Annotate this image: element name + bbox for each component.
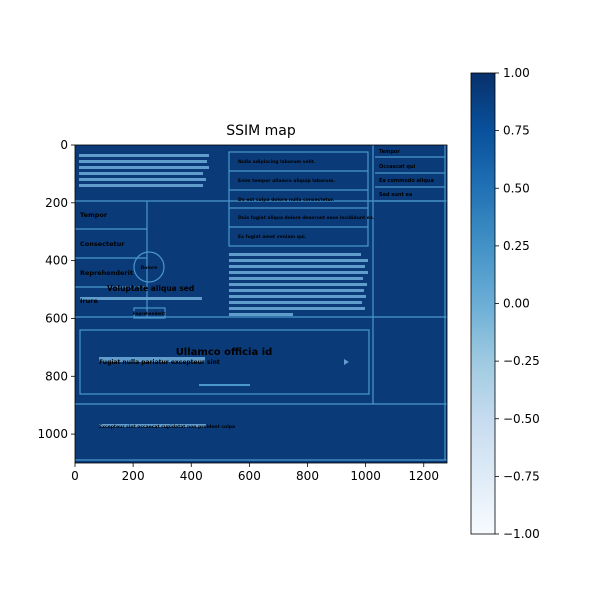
y-tick-label: 0 bbox=[60, 138, 68, 152]
embedded-heading: Ullamco officia id bbox=[176, 347, 273, 358]
x-axis: 0 200 400 600 800 1000 1200 bbox=[71, 463, 439, 483]
x-tick-label: 1200 bbox=[408, 469, 439, 483]
y-axis: 0 200 400 600 800 1000 bbox=[37, 138, 75, 441]
embedded-left-label: Irure bbox=[80, 297, 98, 305]
y-tick-label: 400 bbox=[45, 254, 68, 268]
colorbar-tick-label: −0.50 bbox=[503, 412, 540, 426]
text-block bbox=[229, 283, 367, 286]
text-block bbox=[99, 424, 206, 427]
colorbar-tick-label: −0.25 bbox=[503, 354, 540, 368]
y-tick-label: 1000 bbox=[37, 427, 68, 441]
colorbar-tick-label: 0.50 bbox=[503, 181, 530, 195]
text-block bbox=[229, 271, 368, 274]
y-tick-label: 600 bbox=[45, 311, 68, 325]
heatmap-embedded-labels: Ullamco officia id Tempor Consectetur Re… bbox=[80, 149, 434, 430]
text-block bbox=[229, 295, 366, 298]
text-block bbox=[79, 184, 203, 187]
text-block bbox=[79, 172, 203, 175]
y-tick-label: 200 bbox=[45, 196, 68, 210]
colorbar-tick-label: 0.75 bbox=[503, 124, 530, 138]
embedded-left-label: Reprehenderit bbox=[80, 269, 133, 277]
heatmap-structure bbox=[75, 145, 447, 461]
text-block bbox=[79, 178, 206, 181]
x-tick-label: 600 bbox=[238, 469, 261, 483]
embedded-row-label: Ex fugiat amet veniam qui. bbox=[238, 234, 307, 240]
embedded-row-label: Nulla adipiscing laborum velit. bbox=[238, 159, 316, 165]
y-tick-label: 800 bbox=[45, 369, 68, 383]
text-block bbox=[99, 357, 205, 362]
x-tick-label: 400 bbox=[180, 469, 203, 483]
structure-circle bbox=[133, 251, 165, 283]
x-tick-label: 800 bbox=[296, 469, 319, 483]
text-block bbox=[229, 307, 365, 310]
colorbar-tick-label: 0.25 bbox=[503, 239, 530, 253]
chart-title: SSIM map bbox=[226, 123, 296, 139]
text-block bbox=[229, 289, 364, 292]
colorbar-tick-label: −1.00 bbox=[503, 527, 540, 541]
structure-box bbox=[228, 151, 369, 247]
colorbar-tick-label: 1.00 bbox=[503, 66, 530, 80]
text-block bbox=[344, 359, 349, 365]
embedded-row-label: Duis fugiat aliqua dolore deserunt esse … bbox=[238, 215, 375, 221]
axes-frame bbox=[74, 144, 448, 464]
embedded-row-label: Do est culpa dolore nulla consectetur. bbox=[238, 197, 334, 203]
x-tick-label: 0 bbox=[71, 469, 79, 483]
text-block bbox=[229, 313, 293, 316]
embedded-right-label: Sed sunt ea bbox=[379, 192, 412, 198]
text-block bbox=[229, 253, 361, 256]
ssim-heatmap: Ullamco officia id Tempor Consectetur Re… bbox=[75, 145, 447, 463]
embedded-left-label: Voluptate aliqua sed bbox=[107, 284, 194, 293]
text-block bbox=[79, 160, 207, 163]
colorbar-axis: 1.00 0.75 0.50 0.25 0.00 −0.25 −0.50 −0.75 −1.00 bbox=[495, 66, 540, 541]
x-tick-label: 1000 bbox=[350, 469, 381, 483]
text-block bbox=[79, 154, 209, 157]
embedded-circle-label: Dolore bbox=[141, 265, 158, 271]
structure-button bbox=[133, 307, 166, 319]
text-block bbox=[229, 265, 365, 268]
text-block bbox=[229, 259, 368, 262]
text-block bbox=[80, 297, 202, 300]
text-block bbox=[229, 277, 363, 280]
embedded-right-label: Tempor bbox=[379, 149, 400, 155]
colorbar-tick-label: 0.00 bbox=[503, 297, 530, 311]
embedded-right-label: Ea commodo aliqua bbox=[379, 178, 434, 184]
heatmap-text-blocks bbox=[79, 154, 368, 427]
embedded-left-label: Consectetur bbox=[80, 240, 125, 248]
structure-box bbox=[79, 329, 370, 395]
embedded-right-label: Occaecat qui bbox=[379, 164, 416, 170]
embedded-left-label: Tempor bbox=[80, 211, 108, 219]
text-block bbox=[79, 166, 209, 169]
colorbar-tick-label: −0.75 bbox=[503, 469, 540, 483]
embedded-footer-text: Excepteur sint occaecat cupidatat non pr… bbox=[99, 424, 235, 430]
embedded-row-label: Enim tempor ullamco aliquip laborum. bbox=[238, 178, 335, 184]
text-block bbox=[229, 301, 362, 304]
x-tick-label: 200 bbox=[122, 469, 145, 483]
embedded-button-label: Reprehenderit bbox=[133, 311, 166, 316]
embedded-wide-label: Fugiat nulla pariatur excepteur sint bbox=[99, 359, 220, 366]
colorbar bbox=[470, 72, 496, 535]
